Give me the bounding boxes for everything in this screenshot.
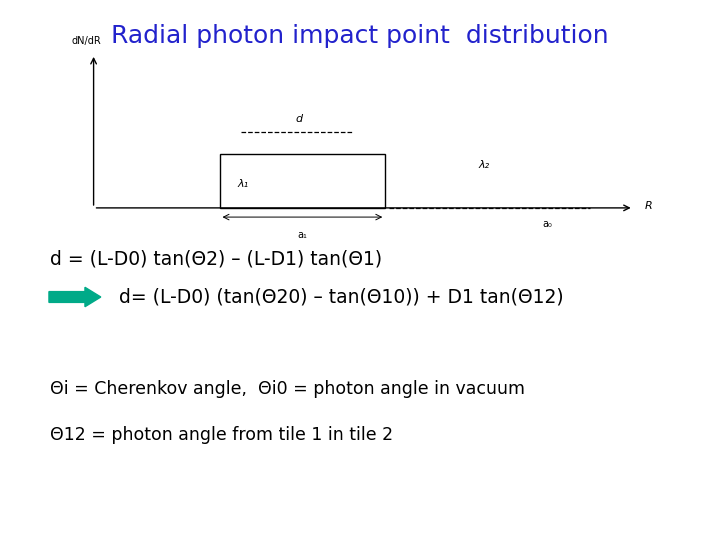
Text: R: R bbox=[644, 201, 652, 211]
Text: d: d bbox=[295, 114, 302, 124]
Text: Radial photon impact point  distribution: Radial photon impact point distribution bbox=[111, 24, 609, 48]
Text: a₁: a₁ bbox=[297, 230, 307, 240]
Text: dN/dR: dN/dR bbox=[72, 36, 102, 46]
Text: Θ12 = photon angle from tile 1 in tile 2: Θ12 = photon angle from tile 1 in tile 2 bbox=[50, 426, 394, 444]
Text: Θi = Cherenkov angle,  Θi0 = photon angle in vacuum: Θi = Cherenkov angle, Θi0 = photon angle… bbox=[50, 380, 526, 398]
Text: a₀: a₀ bbox=[542, 219, 552, 229]
Text: d= (L-D0) (tan(Θ20) – tan(Θ10)) + D1 tan(Θ12): d= (L-D0) (tan(Θ20) – tan(Θ10)) + D1 tan… bbox=[119, 287, 564, 307]
Text: λ₂: λ₂ bbox=[479, 160, 490, 170]
Text: d = (L-D0) tan(Θ2) – (L-D1) tan(Θ1): d = (L-D0) tan(Θ2) – (L-D1) tan(Θ1) bbox=[50, 249, 382, 269]
Text: λ₁: λ₁ bbox=[238, 179, 248, 188]
FancyArrow shape bbox=[49, 287, 101, 307]
